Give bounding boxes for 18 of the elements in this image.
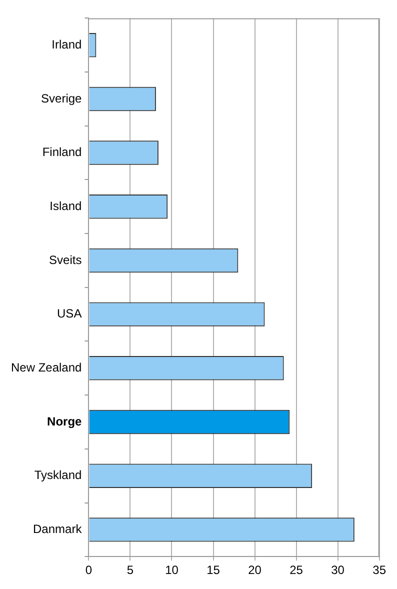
y-tick-label: Irland <box>52 37 82 52</box>
x-tick-label: 0 <box>85 563 92 578</box>
y-tick-label: Norge <box>47 414 82 428</box>
x-tick-label: 15 <box>206 563 220 578</box>
y-tick-label: Danmark <box>33 522 83 536</box>
y-tick-label: Sverige <box>41 91 82 106</box>
y-tick-label: Island <box>50 198 82 213</box>
x-tick-label: 5 <box>126 563 134 578</box>
y-tick-label: New Zealand <box>10 360 82 374</box>
y-tick-label: Sveits <box>49 252 82 267</box>
y-tick-label: Finland <box>42 145 82 160</box>
x-tick-label: 25 <box>290 563 304 578</box>
x-tick-label: 20 <box>248 563 262 578</box>
y-tick-label: USA <box>57 306 82 321</box>
y-tick-label: Tyskland <box>34 468 82 482</box>
x-tick-label: 10 <box>165 563 179 578</box>
x-tick-label: 30 <box>331 563 345 578</box>
x-tick-label: 35 <box>372 563 386 578</box>
